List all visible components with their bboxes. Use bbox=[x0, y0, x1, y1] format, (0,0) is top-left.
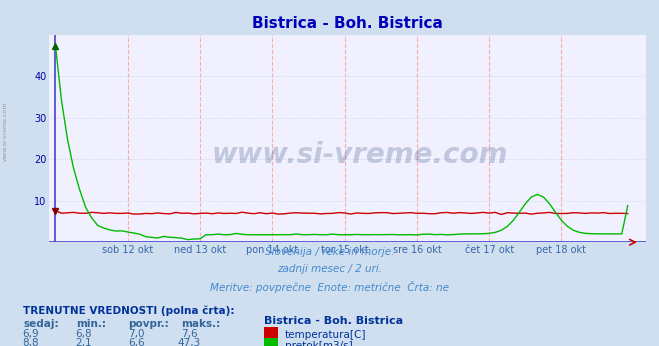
Text: zadnji mesec / 2 uri.: zadnji mesec / 2 uri. bbox=[277, 264, 382, 274]
Text: min.:: min.: bbox=[76, 319, 106, 329]
Text: 8,8: 8,8 bbox=[22, 338, 40, 346]
Text: 6,9: 6,9 bbox=[22, 329, 40, 339]
Text: TRENUTNE VREDNOSTI (polna črta):: TRENUTNE VREDNOSTI (polna črta): bbox=[23, 306, 235, 316]
Text: 6,6: 6,6 bbox=[128, 338, 145, 346]
Text: www.si-vreme.com: www.si-vreme.com bbox=[3, 102, 8, 161]
Text: sedaj:: sedaj: bbox=[23, 319, 59, 329]
Text: Bistrica - Boh. Bistrica: Bistrica - Boh. Bistrica bbox=[264, 316, 403, 326]
Text: Meritve: povprečne  Enote: metrične  Črta: ne: Meritve: povprečne Enote: metrične Črta:… bbox=[210, 281, 449, 293]
Text: www.si-vreme.com: www.si-vreme.com bbox=[212, 141, 508, 169]
Text: 6,8: 6,8 bbox=[75, 329, 92, 339]
Text: temperatura[C]: temperatura[C] bbox=[285, 330, 366, 339]
Text: pretok[m3/s]: pretok[m3/s] bbox=[285, 341, 353, 346]
Text: povpr.:: povpr.: bbox=[129, 319, 169, 329]
Text: maks.:: maks.: bbox=[181, 319, 221, 329]
Text: 47,3: 47,3 bbox=[177, 338, 201, 346]
Text: Slovenija / reke in morje.: Slovenija / reke in morje. bbox=[265, 247, 394, 257]
Text: 7,6: 7,6 bbox=[181, 329, 198, 339]
Title: Bistrica - Boh. Bistrica: Bistrica - Boh. Bistrica bbox=[252, 16, 443, 31]
Text: 7,0: 7,0 bbox=[128, 329, 145, 339]
Text: 2,1: 2,1 bbox=[75, 338, 92, 346]
